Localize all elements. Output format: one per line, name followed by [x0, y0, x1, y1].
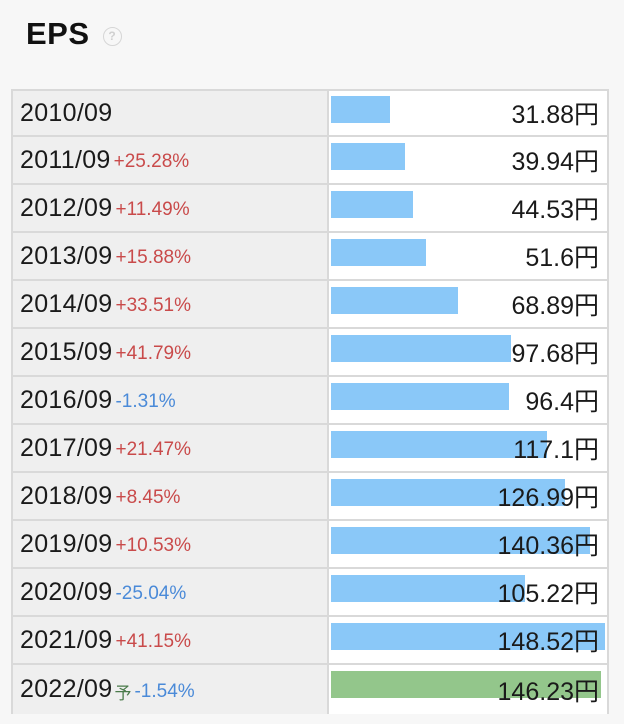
eps-value-label: 44.53円 — [511, 196, 599, 224]
period-cell: 2019/09 +10.53% — [11, 521, 329, 567]
eps-value-label: 51.6円 — [525, 244, 599, 272]
period-cell: 2016/09 -1.31% — [11, 377, 329, 423]
period-cell: 2013/09 +15.88% — [11, 233, 329, 279]
eps-row: 2017/09 +21.47% 117.1円 — [11, 425, 609, 473]
eps-value-label: 117.1円 — [513, 436, 599, 464]
period-cell: 2011/09 +25.28% — [11, 137, 329, 183]
period-cell: 2012/09 +11.49% — [11, 185, 329, 231]
eps-bar-table: 2010/09 31.88円 2011/09 +25.28% 39.94円 2012/09… — [11, 89, 609, 714]
eps-value-label: 97.68円 — [511, 340, 599, 368]
eps-bar — [331, 383, 509, 410]
value-cell: 105.22円 — [331, 569, 609, 615]
eps-row: 2022/09 予 -1.54% 146.23円 — [11, 665, 609, 714]
eps-value-label: 31.88円 — [511, 101, 599, 129]
value-cell: 126.99円 — [331, 473, 609, 519]
eps-bar — [331, 575, 525, 602]
eps-bar — [331, 143, 405, 170]
value-cell: 146.23円 — [331, 665, 609, 714]
eps-row: 2013/09 +15.88% 51.6円 — [11, 233, 609, 281]
yoy-change: +10.53% — [115, 535, 192, 556]
section-title: EPS — [26, 16, 90, 51]
period-label: 2015/09 — [20, 337, 113, 366]
section-header: EPS ? — [26, 14, 122, 54]
eps-row: 2016/09 -1.31% 96.4円 — [11, 377, 609, 425]
period-label: 2019/09 — [20, 529, 113, 558]
eps-bar — [331, 191, 413, 218]
value-cell: 39.94円 — [331, 137, 609, 183]
yoy-change: +21.47% — [115, 439, 192, 460]
yoy-change: +41.79% — [115, 343, 192, 364]
value-cell: 96.4円 — [331, 377, 609, 423]
yoy-change: +15.88% — [115, 247, 192, 268]
eps-bar — [331, 623, 605, 650]
eps-value-label: 39.94円 — [511, 148, 599, 176]
eps-bar — [331, 527, 590, 554]
period-cell: 2021/09 +41.15% — [11, 617, 329, 663]
yoy-change: -1.54% — [134, 680, 195, 702]
eps-value-label: 105.22円 — [497, 580, 599, 608]
question-circle-icon[interactable]: ? — [102, 26, 122, 46]
value-cell: 148.52円 — [331, 617, 609, 663]
period-label: 2011/09 — [20, 145, 111, 174]
yoy-change: +11.49% — [115, 199, 190, 220]
eps-row: 2021/09 +41.15% 148.52円 — [11, 617, 609, 665]
period-cell: 2010/09 — [11, 91, 329, 135]
period-label: 2013/09 — [20, 241, 113, 270]
eps-row: 2018/09 +8.45% 126.99円 — [11, 473, 609, 521]
yoy-change: -1.31% — [115, 391, 176, 412]
yoy-change: +41.15% — [115, 631, 192, 652]
eps-value-label: 126.99円 — [497, 484, 599, 512]
eps-row: 2012/09 +11.49% 44.53円 — [11, 185, 609, 233]
eps-row: 2019/09 +10.53% 140.36円 — [11, 521, 609, 569]
value-cell: 117.1円 — [331, 425, 609, 471]
eps-value-label: 140.36円 — [497, 532, 599, 560]
yoy-change: +25.28% — [113, 151, 190, 172]
eps-bar — [331, 479, 565, 506]
value-cell: 31.88円 — [331, 91, 609, 135]
period-label: 2021/09 — [20, 625, 113, 654]
period-label: 2022/09 — [20, 675, 113, 703]
yoy-change: +8.45% — [115, 487, 181, 508]
period-label: 2012/09 — [20, 193, 113, 222]
period-label: 2017/09 — [20, 433, 113, 462]
value-cell: 44.53円 — [331, 185, 609, 231]
period-label: 2018/09 — [20, 481, 113, 510]
yoy-change: +33.51% — [115, 295, 192, 316]
period-label: 2010/09 — [20, 98, 113, 127]
eps-row: 2011/09 +25.28% 39.94円 — [11, 137, 609, 185]
eps-value-label: 146.23円 — [497, 677, 599, 706]
eps-row: 2020/09 -25.04% 105.22円 — [11, 569, 609, 617]
yoy-change: -25.04% — [115, 583, 187, 604]
eps-bar — [331, 287, 458, 314]
value-cell: 97.68円 — [331, 329, 609, 375]
period-label: 2020/09 — [20, 577, 113, 606]
period-label: 2016/09 — [20, 385, 113, 414]
eps-bar — [331, 431, 547, 458]
eps-bar — [331, 239, 426, 266]
forecast-marker: 予 — [114, 684, 132, 703]
eps-value-label: 96.4円 — [525, 388, 599, 416]
eps-bar-forecast — [331, 671, 601, 698]
value-cell: 140.36円 — [331, 521, 609, 567]
period-cell: 2018/09 +8.45% — [11, 473, 329, 519]
eps-row: 2010/09 31.88円 — [11, 91, 609, 137]
value-cell: 68.89円 — [331, 281, 609, 327]
eps-bar — [331, 335, 511, 362]
period-cell: 2014/09 +33.51% — [11, 281, 329, 327]
period-cell: 2020/09 -25.04% — [11, 569, 329, 615]
period-cell: 2015/09 +41.79% — [11, 329, 329, 375]
eps-value-label: 68.89円 — [511, 292, 599, 320]
eps-value-label: 148.52円 — [497, 628, 599, 656]
eps-bar — [331, 96, 390, 123]
eps-row: 2014/09 +33.51% 68.89円 — [11, 281, 609, 329]
eps-row: 2015/09 +41.79% 97.68円 — [11, 329, 609, 377]
period-cell: 2017/09 +21.47% — [11, 425, 329, 471]
period-cell: 2022/09 予 -1.54% — [11, 665, 329, 714]
period-label: 2014/09 — [20, 289, 113, 318]
value-cell: 51.6円 — [331, 233, 609, 279]
